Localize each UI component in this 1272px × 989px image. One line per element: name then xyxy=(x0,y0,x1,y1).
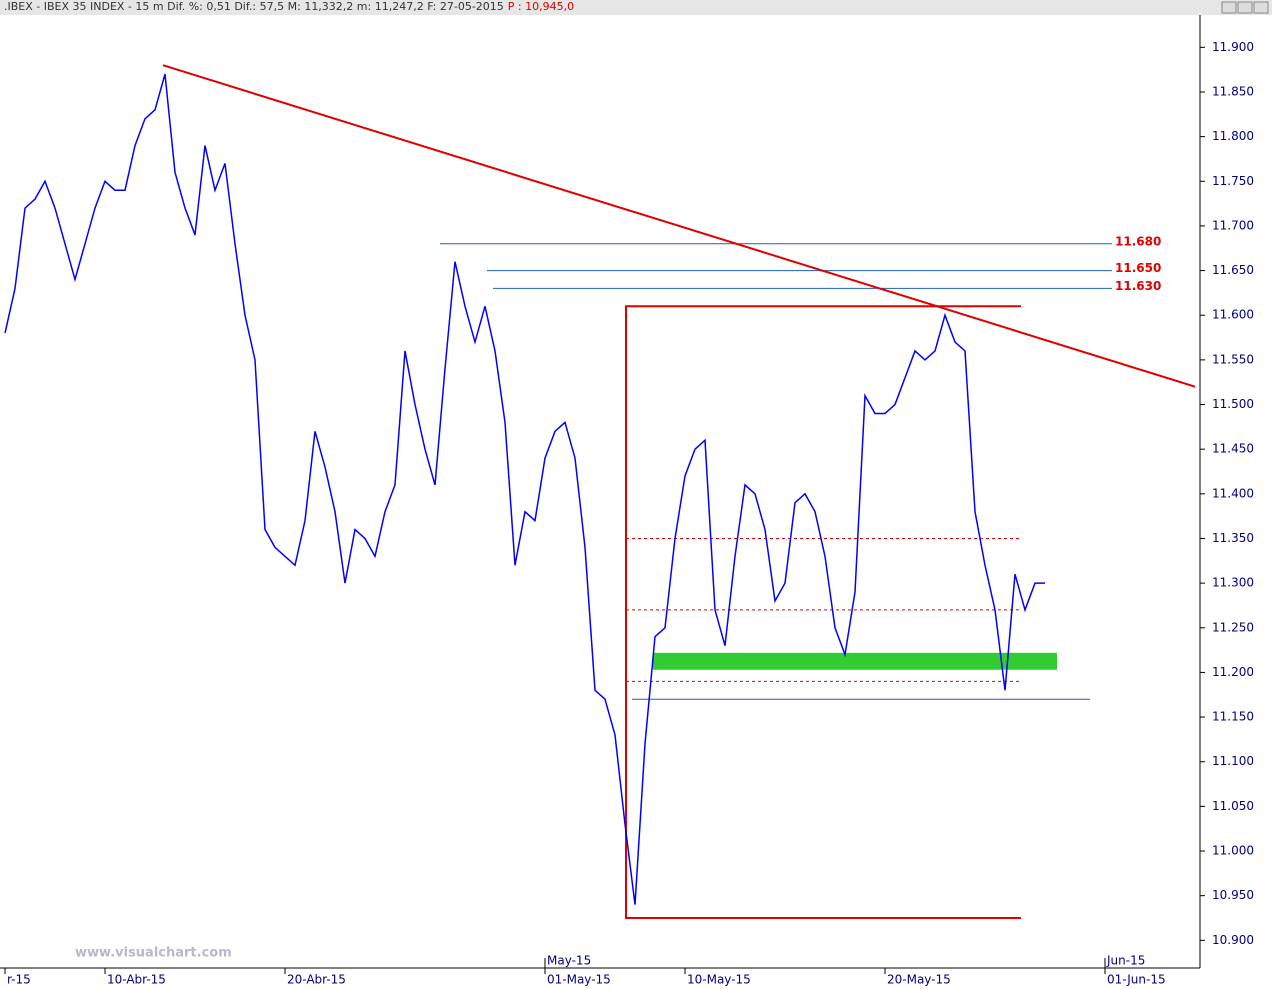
y-tick-label: 11.350 xyxy=(1212,531,1254,545)
x-tick-label: 20-May-15 xyxy=(887,973,951,987)
y-tick-label: 11.150 xyxy=(1212,710,1254,724)
window-buttons xyxy=(1221,1,1269,14)
maximize-button[interactable] xyxy=(1237,1,1253,14)
resistance-label: 11.680 xyxy=(1115,234,1161,248)
support-zone xyxy=(653,652,1057,670)
range-box xyxy=(625,305,1021,919)
x-month-label: May-15 xyxy=(547,954,591,968)
x-tick-label: 20-Abr-15 xyxy=(287,973,346,987)
minimize-button[interactable] xyxy=(1221,1,1237,14)
y-tick-label: 11.500 xyxy=(1212,397,1254,411)
y-tick-label: 11.650 xyxy=(1212,263,1254,277)
x-tick-label: 10-May-15 xyxy=(687,973,751,987)
y-tick-label: 11.750 xyxy=(1212,174,1254,188)
resistance-label: 11.630 xyxy=(1115,279,1161,293)
watermark: www.visualchart.com xyxy=(75,946,232,961)
y-tick-label: 11.550 xyxy=(1212,352,1254,366)
resistance-label: 11.650 xyxy=(1115,261,1161,275)
y-tick-label: 11.850 xyxy=(1212,84,1254,98)
x-tick-label: r-15 xyxy=(7,973,31,987)
y-tick-label: 11.600 xyxy=(1212,308,1254,322)
y-tick-label: 11.050 xyxy=(1212,799,1254,813)
trendline xyxy=(162,64,1196,388)
x-tick-label: 01-Jun-15 xyxy=(1107,973,1166,987)
y-tick-label: 11.900 xyxy=(1212,40,1254,54)
y-tick-label: 11.700 xyxy=(1212,218,1254,232)
price-line xyxy=(4,73,1045,905)
y-tick-label: 11.300 xyxy=(1212,576,1254,590)
y-tick-label: 11.450 xyxy=(1212,442,1254,456)
x-tick-label: 10-Abr-15 xyxy=(107,973,166,987)
y-tick-label: 11.200 xyxy=(1212,665,1254,679)
x-month-label: Jun-15 xyxy=(1106,954,1145,968)
y-tick-label: 11.400 xyxy=(1212,486,1254,500)
y-tick-label: 11.100 xyxy=(1212,754,1254,768)
y-tick-label: 11.250 xyxy=(1212,620,1254,634)
x-tick-label: 01-May-15 xyxy=(547,973,611,987)
y-tick-label: 10.950 xyxy=(1212,888,1254,902)
y-tick-label: 11.000 xyxy=(1212,844,1254,858)
y-tick-label: 10.900 xyxy=(1212,933,1254,947)
close-button[interactable] xyxy=(1253,1,1269,14)
header-bar xyxy=(0,0,1272,15)
chart-title: .IBEX - IBEX 35 INDEX - 15 m Dif. %: 0,5… xyxy=(4,0,574,13)
y-tick-label: 11.800 xyxy=(1212,129,1254,143)
